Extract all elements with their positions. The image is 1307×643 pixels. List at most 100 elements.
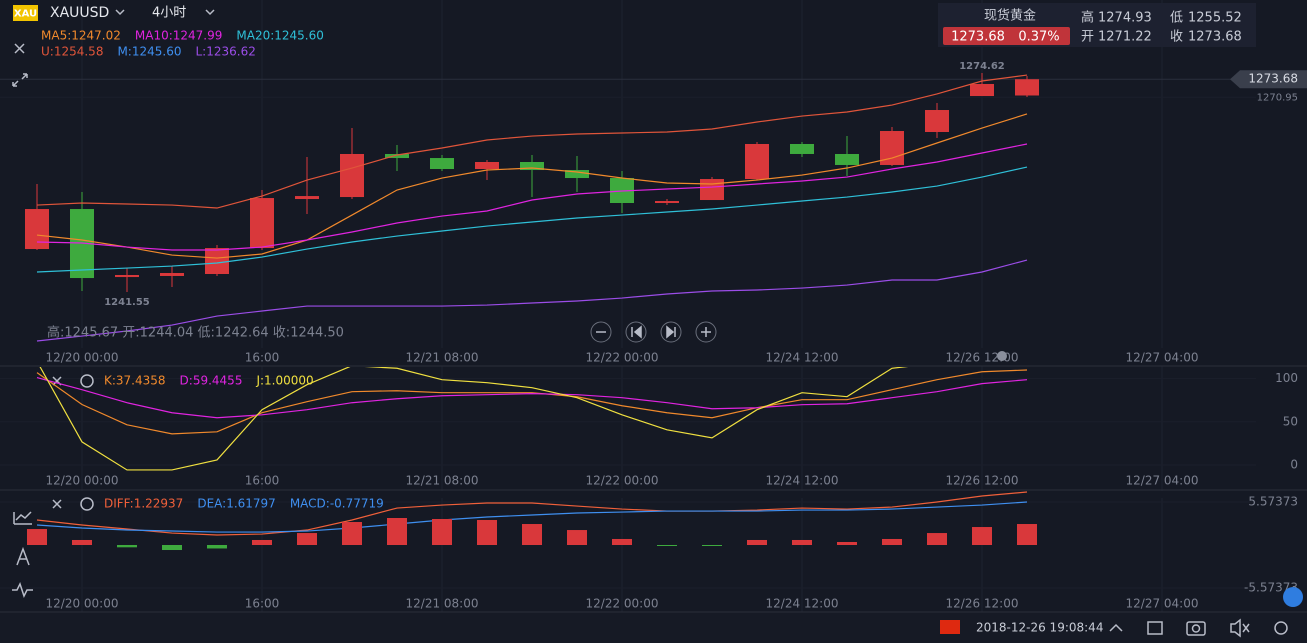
symbol-badge: [13, 5, 38, 21]
mute-button[interactable]: [1230, 618, 1250, 638]
x-tick-label: 12/21 08:00: [406, 351, 479, 365]
x-tick-label: 12/20 00:00: [46, 597, 119, 611]
histogram-bar: [27, 529, 47, 545]
quote-name: 现货黄金: [984, 8, 1036, 24]
quote-high: 1274.93: [1098, 11, 1152, 26]
info-line: 高:1245.67 开:1244.04 低:1242.64 收:1244.50: [47, 325, 344, 341]
close-macd[interactable]: [52, 499, 62, 509]
macd-settings[interactable]: [80, 497, 94, 511]
histogram-bar: [792, 539, 812, 545]
legend-entry: MA10:1247.99: [135, 29, 223, 43]
nav-buttons: [590, 321, 717, 343]
x-tick-label: 12/20 00:00: [46, 474, 119, 488]
legend-entry: D:59.4455: [180, 374, 243, 388]
candle-body: [835, 153, 859, 165]
indicator-line: [36, 113, 1028, 259]
x-tick-label: 12/22 00:00: [586, 597, 659, 611]
legend-layer: MA5:1247.02 MA10:1247.99 MA20:1245.60 U:125…: [41, 29, 384, 511]
histogram-bar: [432, 519, 452, 545]
symbol[interactable]: XAUUSD: [50, 5, 109, 21]
quote-open: 1271.22: [1098, 30, 1152, 45]
badge-text: XAU: [14, 9, 37, 20]
flag-icon: [940, 620, 960, 634]
cursor-dot: [997, 351, 1007, 361]
x-tick-label: 12/21 08:00: [406, 474, 479, 488]
pane: [27, 491, 1037, 551]
x-tick-label: 12/26 12:00: [946, 351, 1019, 365]
candle-body: [385, 153, 409, 159]
histogram-bar: [342, 522, 362, 545]
histogram-bar: [567, 530, 587, 545]
quote-open-label: 开: [1081, 30, 1094, 45]
candle-body: [1015, 79, 1039, 96]
indicator-line: [39, 367, 909, 471]
symbol-dropdown[interactable]: [115, 9, 125, 16]
close-indicator[interactable]: [14, 43, 25, 54]
histogram-bar: [972, 527, 992, 545]
histogram-bar: [927, 533, 947, 545]
candle-body: [925, 110, 949, 132]
x-tick-label: 12/20 00:00: [46, 351, 119, 365]
histogram-bar: [702, 545, 722, 547]
candle-body: [565, 170, 589, 179]
candle-body: [205, 248, 229, 274]
expand-button[interactable]: [12, 73, 28, 87]
x-tick-label: 12/22 00:00: [586, 351, 659, 365]
indicator-line: [36, 259, 1028, 342]
x-tick-label: 12/21 08:00: [406, 597, 479, 611]
y-tick-label: 1270.95: [1257, 92, 1298, 103]
y-tick-label: 5.57373: [1248, 495, 1298, 509]
histogram-bar: [207, 545, 227, 549]
quote-price-box: [943, 27, 1070, 45]
legend-entry: MA20:1245.60: [236, 29, 324, 43]
price-tag: [1230, 70, 1307, 89]
histogram-bar: [837, 541, 857, 545]
x-tick-label: 12/24 12:00: [766, 351, 839, 365]
quote-low-label: 低: [1170, 11, 1183, 26]
candle-body: [340, 153, 364, 198]
interval-dropdown[interactable]: [205, 9, 215, 16]
legend-entry: J:1.00000: [255, 374, 313, 388]
brand-logo: [1283, 587, 1303, 607]
y-tick-label: 0: [1290, 457, 1298, 471]
histogram-bar: [297, 533, 317, 545]
candle-body: [745, 143, 769, 180]
layout-button[interactable]: [1147, 621, 1163, 635]
candle-body: [790, 143, 814, 154]
drawing-tool[interactable]: [16, 546, 30, 566]
indicator-line: [36, 166, 1028, 273]
quote-low: 1255.52: [1188, 11, 1242, 26]
y-tick-label: 100: [1275, 371, 1298, 385]
screenshot-button[interactable]: [1186, 621, 1206, 636]
legend-entry: DIFF:1.22937: [104, 497, 183, 511]
histogram-bar: [882, 538, 902, 545]
x-tick-label: 12/27 04:00: [1126, 597, 1199, 611]
collapse-button[interactable]: [1109, 623, 1123, 632]
candle-body: [475, 162, 499, 170]
histogram-bar: [252, 539, 272, 545]
x-tick-label: 12/26 12:00: [946, 597, 1019, 611]
quote-high-label: 高: [1081, 10, 1094, 26]
footer-datetime: 2018-12-26 19:08:44: [976, 621, 1103, 635]
candle-body: [430, 158, 454, 170]
settings-button[interactable]: [1274, 621, 1288, 635]
histogram-bar: [72, 539, 92, 545]
histogram-bar: [477, 520, 497, 545]
indicator-line: [36, 369, 1028, 435]
indicator-line: [36, 491, 1028, 536]
y-tick-label: -5.57373: [1244, 581, 1298, 595]
x-tick-label: 16:00: [245, 474, 280, 488]
quote-price: 1273.68: [951, 30, 1005, 45]
wave-tool[interactable]: [12, 582, 33, 598]
kdj-settings[interactable]: [80, 374, 94, 388]
indicator-tool[interactable]: [13, 511, 32, 525]
grid-layer: 12/20 00:00 16:00 12/21 08:00 12/22 00:00 12…: [0, 0, 1298, 612]
interval[interactable]: 4小时: [152, 6, 186, 21]
histogram-bar: [657, 545, 677, 547]
x-tick-label: 12/27 04:00: [1126, 351, 1199, 365]
footer-bar: [0, 613, 1307, 643]
candle-body: [160, 273, 184, 276]
legend-entry: L:1236.62: [195, 45, 255, 59]
candle-body: [295, 196, 319, 200]
